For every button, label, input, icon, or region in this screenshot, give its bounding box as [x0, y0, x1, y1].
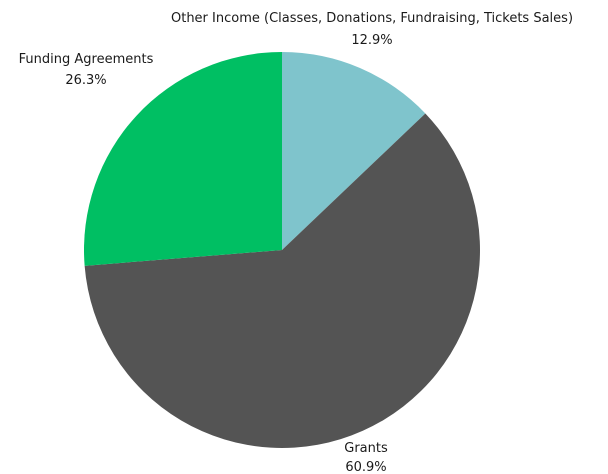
pie-slice-grants [84, 113, 480, 448]
pie-slice-funding-agreements [83, 52, 282, 266]
slice-label-other-income: Other Income (Classes, Donations, Fundra… [171, 11, 573, 26]
pie-slices [83, 52, 480, 448]
slice-label-funding-agreements: Funding Agreements [19, 52, 154, 67]
slice-value-grants: 60.9% [345, 460, 386, 474]
slice-value-funding-agreements: 26.3% [65, 73, 106, 88]
pie-slice-other-income [282, 52, 426, 250]
slice-value-other-income: 12.9% [351, 33, 392, 48]
pie-labels: Other Income (Classes, Donations, Fundra… [19, 11, 573, 474]
slice-label-grants: Grants [344, 441, 388, 456]
